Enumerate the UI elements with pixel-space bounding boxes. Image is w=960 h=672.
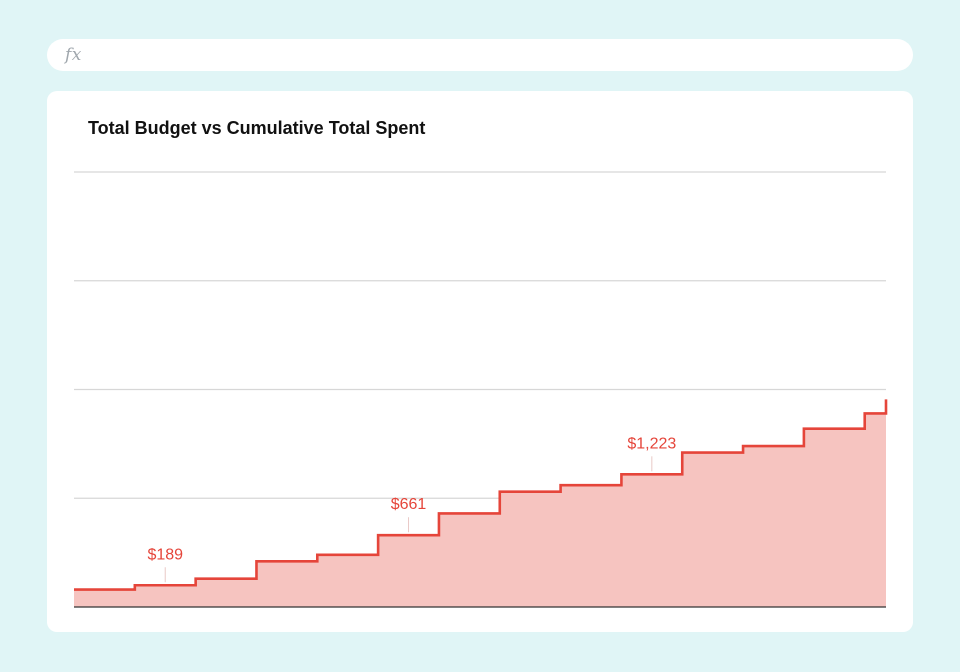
data-label: $661 bbox=[391, 496, 427, 513]
formula-bar[interactable]: fx bbox=[47, 39, 913, 71]
chart-card: Total Budget vs Cumulative Total Spent $… bbox=[47, 91, 913, 632]
data-label: $1,223 bbox=[627, 435, 676, 452]
chart-plot: $189 $661 $1,223 bbox=[74, 171, 888, 608]
chart-title: Total Budget vs Cumulative Total Spent bbox=[88, 118, 426, 138]
data-label: $189 bbox=[147, 546, 183, 563]
area-fill bbox=[74, 399, 886, 607]
fx-icon: fx bbox=[65, 45, 82, 65]
series-line bbox=[74, 399, 888, 591]
